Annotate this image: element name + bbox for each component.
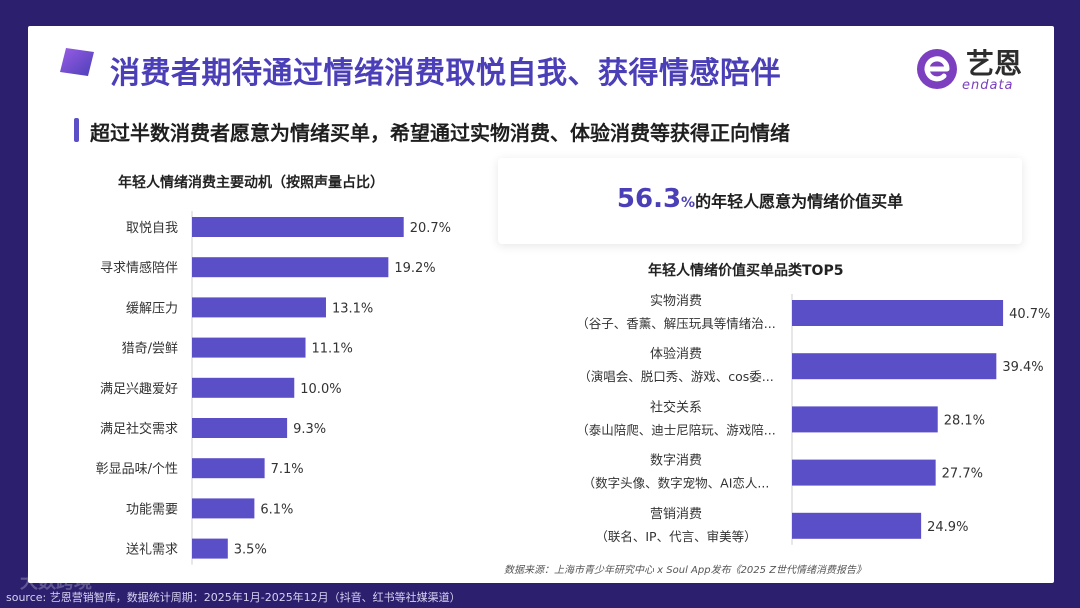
left-value-label: 13.1% bbox=[332, 301, 373, 316]
right-bar bbox=[792, 512, 922, 539]
left-category-label: 缓解压力 bbox=[126, 301, 178, 316]
right-value-label: 28.1% bbox=[944, 413, 985, 428]
brand-name-cn: 艺恩 bbox=[966, 47, 1023, 80]
right-bar bbox=[792, 353, 997, 380]
highlight-percent: % bbox=[681, 195, 696, 211]
right-category-label: 实物消费 bbox=[650, 294, 702, 309]
brand-logo: 艺恩 endata bbox=[912, 42, 1032, 98]
left-category-label: 满足兴趣爱好 bbox=[100, 382, 178, 397]
left-category-label: 寻求情感陪伴 bbox=[100, 260, 178, 276]
right-category-label: 体验消费 bbox=[650, 346, 702, 362]
right-category-sublabel: （数字头像、数字宠物、AI恋人... bbox=[583, 476, 770, 491]
right-category-label: 数字消费 bbox=[650, 454, 702, 469]
right-category-label: 社交关系 bbox=[650, 399, 702, 415]
left-bar bbox=[192, 217, 404, 237]
subtitle: 超过半数消费者愿意为情绪买单，希望通过实物消费、体验消费等获得正向情绪 bbox=[90, 121, 790, 145]
right-value-label: 39.4% bbox=[1002, 360, 1043, 375]
left-value-label: 19.2% bbox=[394, 261, 435, 276]
left-chart-title: 年轻人情绪消费主要动机（按照声量占比） bbox=[118, 175, 384, 191]
brand-name-en: endata bbox=[962, 78, 1014, 93]
right-category-sublabel: （泰山陪爬、迪士尼陪玩、游戏陪... bbox=[576, 422, 775, 437]
right-bar bbox=[792, 459, 936, 486]
left-category-label: 取悦自我 bbox=[126, 221, 178, 236]
left-bar bbox=[192, 337, 306, 358]
left-value-label: 9.3% bbox=[293, 422, 326, 437]
right-category-sublabel: （联名、IP、代言、审美等） bbox=[595, 529, 756, 544]
charts-canvas: 取悦自我 20.7% 寻求情感陪伴 19.2% 缓解压力 13.1% 猎奇/尝鲜 11.1% 满… bbox=[96, 211, 1050, 565]
right-chart-title: 年轻人情绪价值买单品类TOP5 bbox=[648, 263, 844, 279]
left-category-label: 满足社交需求 bbox=[100, 421, 178, 437]
left-value-label: 7.1% bbox=[271, 462, 304, 477]
data-source: 数据来源：上海市青少年研究中心 x Soul App发布《2025 Z世代情绪消… bbox=[504, 565, 867, 576]
left-bar bbox=[192, 257, 389, 278]
left-bar bbox=[192, 377, 295, 398]
left-category-label: 送礼需求 bbox=[126, 542, 178, 558]
right-category-sublabel: （谷子、香薰、解压玩具等情绪治... bbox=[576, 316, 775, 331]
left-bar bbox=[192, 458, 265, 479]
watermark: 大数跨境 bbox=[20, 572, 92, 593]
logo-parallelogram-icon bbox=[60, 48, 94, 76]
left-value-label: 20.7% bbox=[410, 221, 451, 236]
subtitle-accent-bar bbox=[74, 118, 79, 142]
right-category-sublabel: （演唱会、脱口秀、游戏、cos委... bbox=[578, 369, 773, 384]
left-bar bbox=[192, 418, 288, 438]
right-bar bbox=[792, 406, 938, 433]
right-value-label: 40.7% bbox=[1009, 307, 1050, 322]
left-value-label: 6.1% bbox=[260, 502, 293, 517]
page-title: 消费者期待通过情绪消费取悦自我、获得情感陪伴 bbox=[110, 56, 781, 91]
right-value-label: 27.7% bbox=[942, 467, 983, 482]
right-value-label: 24.9% bbox=[927, 520, 968, 535]
content-card: 消费者期待通过情绪消费取悦自我、获得情感陪伴 艺恩 endata 超过半数消费者… bbox=[28, 26, 1054, 583]
right-bar bbox=[792, 300, 1004, 326]
right-category-label: 营销消费 bbox=[650, 507, 702, 522]
footer-note: source: 艺恩营销智库，数据统计周期：2025年1月-2025年12月（抖… bbox=[6, 591, 461, 604]
highlight-callout: 56.3%的年轻人愿意为情绪价值买单 bbox=[498, 158, 1022, 244]
left-value-label: 10.0% bbox=[300, 382, 341, 397]
left-bar bbox=[192, 498, 255, 519]
left-value-label: 3.5% bbox=[234, 543, 267, 558]
left-bar bbox=[192, 297, 326, 318]
left-category-label: 功能需要 bbox=[126, 502, 178, 517]
endata-logo-icon bbox=[917, 49, 957, 89]
left-category-label: 猎奇/尝鲜 bbox=[122, 341, 178, 357]
highlight-number: 56.3 bbox=[616, 184, 682, 214]
left-category-label: 彰显品味/个性 bbox=[96, 461, 178, 477]
left-bar bbox=[192, 538, 228, 559]
left-value-label: 11.1% bbox=[312, 342, 353, 357]
highlight-text: 的年轻人愿意为情绪价值买单 bbox=[695, 192, 904, 211]
